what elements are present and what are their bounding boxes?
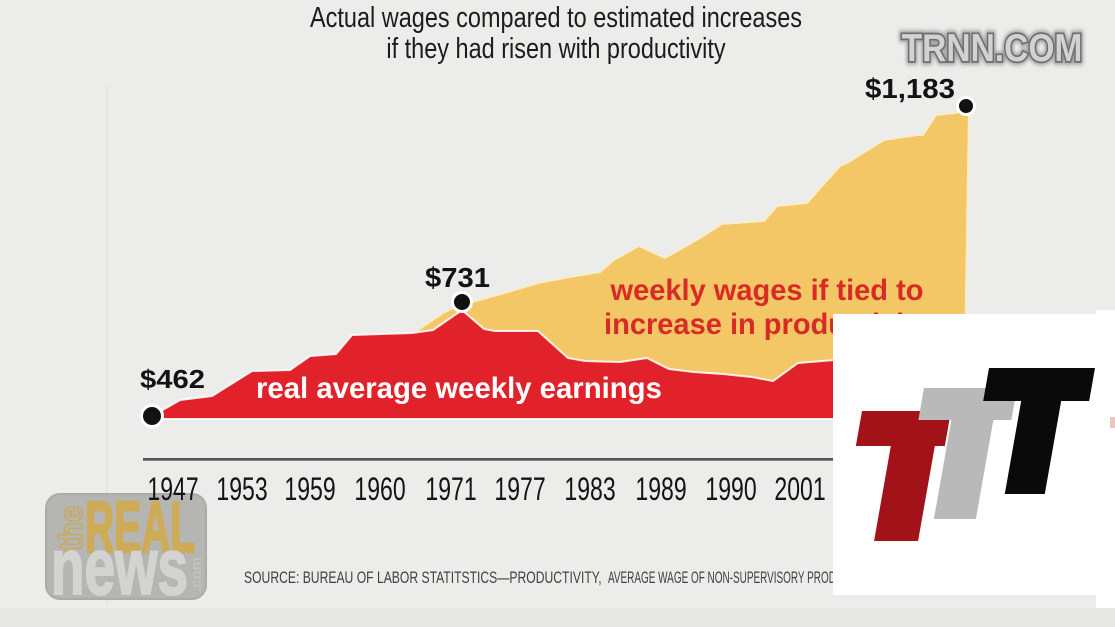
svg-text:1959: 1959 [284, 471, 335, 507]
svg-text:SOURCE: BUREAU OF LABOR STATIT: SOURCE: BUREAU OF LABOR STATITSTICS—PROD… [244, 569, 602, 587]
svg-text:weekly wages if tied to: weekly wages if tied to [610, 274, 924, 308]
svg-text:if they had risen with product: if they had risen with productivity [386, 32, 726, 65]
svg-text:Actual wages compared to estim: Actual wages compared to estimated incre… [310, 1, 802, 34]
svg-text:2001: 2001 [774, 471, 825, 507]
svg-text:TRNN.COM: TRNN.COM [902, 26, 1083, 70]
svg-text:real average weekly earnings: real average weekly earnings [256, 372, 662, 405]
svg-text:TRNN.COM: TRNN.COM [902, 26, 1083, 70]
svg-text:the: the [52, 505, 89, 551]
svg-text:1947: 1947 [147, 471, 198, 507]
svg-text:1990: 1990 [705, 471, 756, 507]
svg-text:1983: 1983 [564, 471, 615, 507]
svg-text:1960: 1960 [354, 471, 405, 507]
svg-text:.com: .com [188, 557, 205, 592]
svg-text:1953: 1953 [216, 471, 267, 507]
svg-text:1971: 1971 [425, 471, 476, 507]
svg-text:REAL: REAL [85, 488, 195, 568]
svg-text:1989: 1989 [635, 471, 686, 507]
svg-text:$731: $731 [425, 263, 490, 294]
svg-text:1977: 1977 [494, 471, 545, 507]
svg-text:$462: $462 [140, 364, 205, 393]
svg-text:news: news [51, 522, 188, 612]
svg-text:$1,183: $1,183 [865, 74, 955, 105]
